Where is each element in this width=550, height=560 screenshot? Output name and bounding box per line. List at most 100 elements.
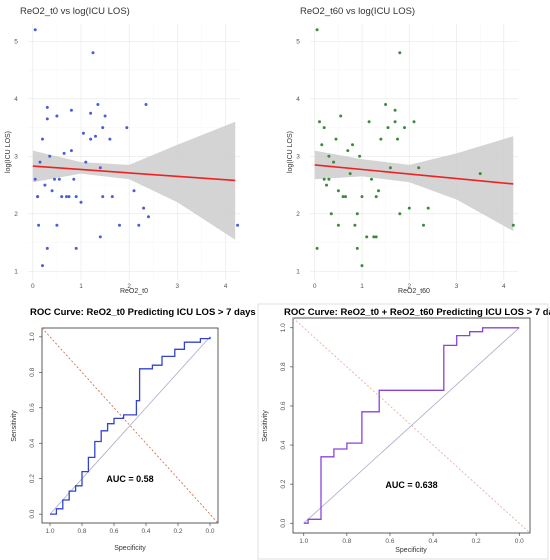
data-point [344,195,347,199]
data-point [50,189,54,193]
chart-1: 0 1 2 3 4 1 2 3 4 5 ReO2_t0 vs log(ICU LOS) ReO2_t0… [5,6,240,295]
data-point [334,137,338,141]
data-point [388,166,392,170]
x-tick-label: 0.2 [173,528,182,535]
data-points [315,28,515,268]
data-point [45,117,49,121]
data-point [396,137,399,141]
data-point [236,223,240,227]
y-tick-label: 1 [14,268,18,275]
y-tick-label: 3 [296,153,300,160]
chart-title: ROC Curve: ReO2_t0 Predicting ICU LOS > … [30,307,256,318]
data-point [57,177,61,181]
data-point [384,103,388,106]
data-point [62,151,66,155]
data-point [478,172,482,176]
data-point [60,195,64,199]
y-axis-label: Sensitivity [262,410,269,442]
data-point [325,183,328,187]
data-point [348,172,352,176]
auc-annotation: AUC = 0.638 [385,480,437,490]
data-point [417,166,421,170]
chart-3: 1.0 0.8 0.6 0.4 0.2 0.0 0.0 0.2 0.4 0.6 0.8 1.0 AUC … [11,307,256,552]
data-point [96,103,100,106]
data-point [69,108,73,112]
x-tick-label: 1 [79,283,83,290]
data-point [45,246,49,250]
y-tick-label: 4 [14,96,18,103]
data-point [322,177,326,181]
regression-line [314,164,514,185]
x-tick-label: 1.0 [45,528,54,535]
data-point [55,114,59,118]
data-point [33,177,37,181]
data-point [336,223,340,227]
data-point [81,131,85,135]
regression-line [32,165,236,182]
gridlines [28,24,240,280]
data-point [132,189,136,193]
data-point [374,235,378,239]
chart-4: 1.0 0.8 0.6 0.4 0.2 0.0 0.0 0.2 0.4 0.6 0.8 1.0 AUC … [262,307,550,554]
plot-box [41,327,219,524]
data-point [351,143,354,147]
data-point [41,264,44,268]
data-point [422,223,425,227]
panel-border [257,303,549,560]
y-tick-label: 3 [14,153,18,160]
x-tick-label: 3 [455,283,459,290]
x-tick-label: 2 [407,283,411,290]
data-point [374,195,378,199]
data-point [341,195,345,199]
y-tick-label: 1.0 [29,332,36,341]
x-tick-label: 0.6 [109,528,118,535]
chart-title: ROC Curve: ReO2_t0 + ReO2_t60 Predicting… [284,307,550,318]
data-point [379,137,383,141]
y-tick-label: 0.4 [280,440,287,449]
data-point [315,246,319,250]
x-axis-label: ReO2_t60 [398,288,430,295]
data-point [315,28,319,32]
data-point [45,105,49,109]
y-tick-label: 0.0 [280,518,287,527]
data-point [125,126,129,130]
data-point [43,183,47,187]
y-tick-label: 0.4 [29,438,36,447]
y-tick-label: 1.0 [280,323,287,332]
x-tick-label: 0 [31,283,35,290]
data-point [110,195,114,199]
data-point [103,114,107,118]
x-tick-label: 0.4 [141,528,150,535]
data-point [65,195,68,199]
data-point [367,120,371,124]
y-tick-label: 4 [296,96,300,103]
data-point [332,160,336,164]
x-tick-label: 0.0 [205,528,214,535]
data-point [67,195,71,199]
data-point [72,177,76,181]
data-point [403,126,406,130]
x-tick-label: 0 [313,283,317,290]
data-point [318,120,321,124]
data-point [355,246,359,250]
data-point [372,235,376,239]
data-point [84,160,88,164]
data-point [101,126,105,130]
y-axis-label: log(ICU LOS) [287,131,294,173]
x-tick-label: 2 [127,283,131,290]
data-point [53,177,56,181]
data-point [79,200,83,204]
data-point [511,223,515,227]
data-point [320,143,324,147]
y-tick-label: 0.6 [280,401,287,410]
data-point [37,223,41,227]
data-point [398,51,402,55]
data-point [336,189,340,193]
data-point [74,246,78,250]
data-point [89,137,93,141]
data-point [48,154,52,158]
data-point [91,51,95,55]
y-tick-label: 0.8 [280,362,287,371]
data-point [74,195,78,199]
data-point [360,264,364,268]
